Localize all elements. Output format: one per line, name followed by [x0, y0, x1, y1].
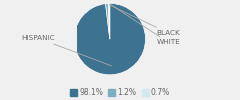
Text: BLACK: BLACK: [109, 5, 180, 36]
Wedge shape: [108, 3, 110, 39]
Wedge shape: [74, 3, 145, 75]
Wedge shape: [106, 3, 110, 39]
Text: HISPANIC: HISPANIC: [22, 35, 111, 66]
Text: WHITE: WHITE: [111, 5, 180, 46]
Legend: 98.1%, 1.2%, 0.7%: 98.1%, 1.2%, 0.7%: [67, 85, 173, 100]
